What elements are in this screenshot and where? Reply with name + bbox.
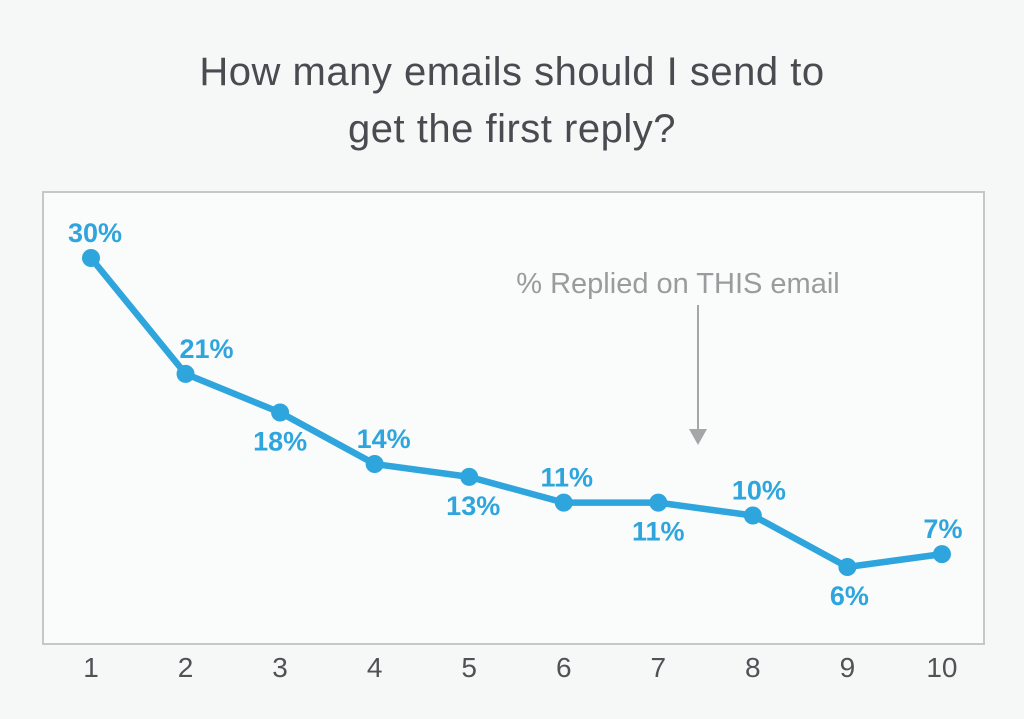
chart-title: How many emails should I send to get the…	[0, 44, 1024, 158]
data-point	[460, 467, 479, 486]
data-point	[649, 493, 668, 512]
data-point-label: 10%	[732, 476, 786, 506]
data-point	[554, 493, 573, 512]
data-point	[176, 364, 195, 383]
data-point-label: 21%	[180, 334, 234, 364]
data-point-label: 11%	[632, 517, 685, 547]
x-axis-tick-label: 7	[650, 652, 667, 683]
data-point-label: 14%	[357, 424, 411, 454]
data-point-label: 7%	[923, 514, 962, 544]
annotation-arrow-head	[689, 429, 707, 445]
x-axis-tick-label: 2	[177, 652, 194, 683]
x-axis-tick-label: 9	[839, 652, 856, 683]
x-axis-tick-label: 8	[745, 652, 761, 683]
chart-plot-area: % Replied on THIS email 30% 21% 18% 14% 13% 11…	[42, 191, 985, 645]
data-point	[838, 558, 857, 576]
x-axis-tick-label: 10	[926, 652, 958, 683]
x-axis-tick-label: 4	[366, 652, 383, 683]
x-axis-tick-label: 1	[83, 652, 99, 683]
chart-title-line1: How many emails should I send to	[199, 50, 825, 94]
data-point	[365, 455, 384, 473]
x-axis-tick-label: 3	[272, 652, 288, 683]
data-point-label: 13%	[446, 491, 500, 521]
x-axis-tick-label: 5	[461, 652, 477, 683]
data-point-label: 18%	[253, 427, 307, 457]
data-point	[743, 506, 762, 525]
x-axis-labels: 1 2 3 4 5 6 7 8 9 10	[44, 652, 985, 692]
data-point	[82, 249, 100, 267]
annotation-label: % Replied on THIS email	[516, 268, 839, 300]
data-point-label: 30%	[68, 218, 122, 248]
x-axis-tick-label: 6	[555, 652, 572, 683]
data-line	[87, 254, 946, 571]
line-chart: % Replied on THIS email 30% 21% 18% 14% 13% 11…	[68, 218, 962, 611]
data-point	[271, 403, 290, 422]
chart-title-line2: get the first reply?	[348, 107, 676, 151]
data-point	[932, 545, 951, 564]
data-point-label: 6%	[830, 581, 869, 611]
data-point-label: 11%	[540, 463, 593, 493]
